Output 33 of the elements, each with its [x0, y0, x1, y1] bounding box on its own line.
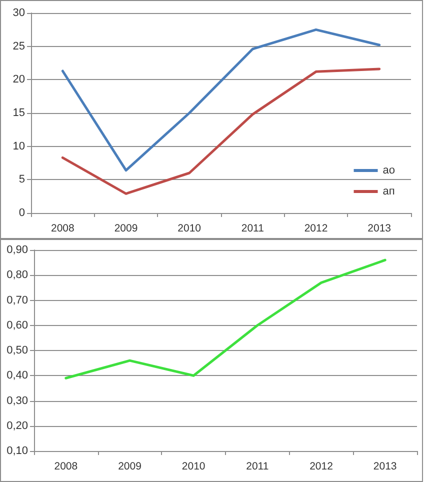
line-series [61, 68, 381, 195]
y-tick-label: 0,80 [6, 269, 28, 282]
y-tick-label: 0,20 [6, 420, 28, 432]
legend-label: ап [382, 186, 395, 198]
x-tick-label: 2013 [368, 222, 392, 234]
x-tick-label: 2010 [182, 460, 206, 472]
y-tick-label: 0 [18, 207, 25, 219]
y-tick-label: 5 [18, 174, 25, 186]
x-tick-label: 2010 [178, 222, 202, 234]
y-tick-label: 0,50 [6, 344, 28, 356]
legend-label: ао [382, 164, 396, 176]
x-tick-label: 2012 [304, 222, 328, 234]
x-tick-label: 2012 [310, 460, 334, 472]
x-tick-label: 2013 [373, 460, 397, 472]
x-tick-label: 2008 [54, 460, 78, 472]
y-tick-label: 0,90 [6, 244, 28, 256]
x-tick-label: 2009 [114, 222, 138, 234]
y-tick-label: 30 [12, 7, 25, 19]
y-tick-label: 0,10 [6, 445, 28, 457]
x-tick-label: 2009 [118, 460, 142, 472]
y-tick-label: 0,30 [6, 394, 28, 407]
x-tick-label: 2011 [241, 222, 264, 234]
y-tick-label: 25 [12, 40, 25, 52]
line-series [61, 28, 381, 172]
y-tick-label: 15 [12, 107, 25, 119]
x-tick-label: 2011 [246, 460, 269, 472]
y-tick-label: 0,70 [6, 294, 28, 306]
y-tick-label: 0,40 [6, 370, 28, 382]
line-series [64, 258, 386, 380]
y-tick-label: 0,60 [6, 319, 28, 332]
y-tick-label: 20 [12, 74, 25, 86]
y-tick-label: 10 [12, 140, 25, 152]
x-tick-label: 2008 [50, 222, 75, 234]
